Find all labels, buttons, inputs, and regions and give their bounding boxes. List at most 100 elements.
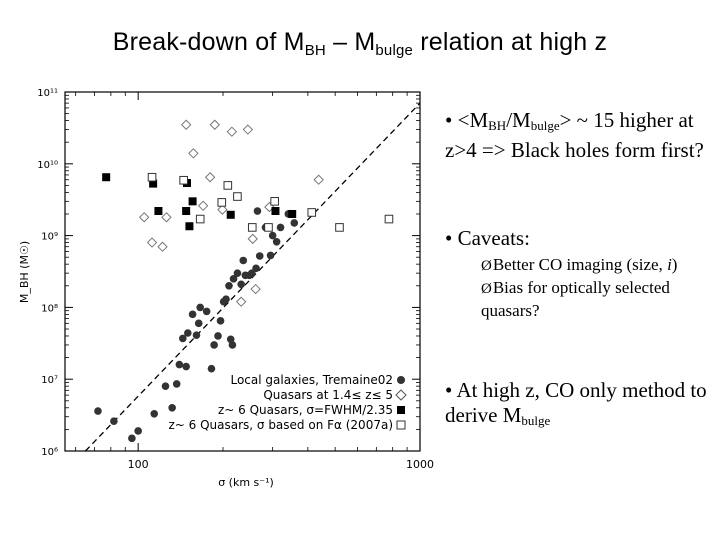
z6-quasar-open-square	[147, 172, 157, 182]
quasar-diamond-point	[161, 212, 172, 223]
local-galaxy-point	[239, 256, 248, 265]
local-galaxy-point	[229, 275, 238, 283]
z6-quasar-filled-square	[271, 207, 280, 216]
local-galaxy-point	[266, 251, 275, 260]
local-galaxy-point	[94, 407, 102, 415]
bullet-co-method: • At high z, CO only method to derive Mb…	[445, 378, 707, 428]
quasar-diamond-point	[138, 212, 150, 223]
z6-quasar-open-square	[223, 181, 233, 190]
bullet-mbh-ratio: • <MBH/Mbulge> ~ 15 higher at z>4 => Bla…	[445, 108, 704, 162]
bullet-caveats: • Caveats:	[445, 226, 530, 250]
legend-label-quasars: Quasars at 1.4≤ z≤ 5	[263, 388, 393, 402]
quasar-diamond-point	[250, 283, 261, 295]
local-galaxy-point	[210, 341, 218, 349]
legend-label-z6-co: z~ 6 Quasars, σ based on Fα (2007a)	[168, 418, 393, 432]
local-galaxy-point	[134, 427, 142, 435]
quasar-diamond-point	[217, 204, 228, 215]
legend-label-z6-fwhm: z~ 6 Quasars, σ=FWHM/2.35	[218, 403, 393, 417]
caveat-co-imaging: ØBetter CO imaging (size, i)	[481, 255, 678, 274]
y-tick-label: 10⁶	[41, 447, 58, 458]
quasar-diamond-point	[188, 148, 199, 159]
y-tick-label: 10⁷	[41, 375, 58, 386]
quasar-diamond-point	[157, 241, 168, 252]
local-galaxy-point	[272, 237, 281, 246]
z6-quasar-filled-square	[188, 197, 197, 206]
local-galaxy-point	[179, 334, 187, 343]
local-galaxy-point	[172, 380, 181, 388]
z6-quasar-open-square	[335, 223, 344, 232]
local-galaxy-point	[216, 317, 225, 325]
scatter-chart: 10⁶ 10⁷ 10⁸ 10⁹ 10¹⁰ 10¹¹ 100 1000 σ (km s⁻¹) M…	[18, 88, 434, 489]
x-tick-label: 1000	[406, 458, 434, 471]
local-galaxy-point	[252, 264, 260, 273]
local-galaxy-point	[290, 219, 299, 227]
local-galaxy-point	[128, 434, 136, 443]
fit-line	[84, 102, 421, 452]
x-tick-label: 100	[128, 458, 149, 471]
local-galaxy-point	[168, 403, 176, 412]
z6-quasar-filled-square	[102, 173, 111, 182]
quasar-diamond-point	[242, 124, 254, 135]
z6-quasar-open-square	[195, 214, 205, 224]
local-galaxy-point	[192, 331, 201, 340]
local-galaxy-point	[228, 341, 237, 349]
x-axis-title: σ (km s⁻¹)	[218, 476, 274, 489]
z6-quasar-open-square	[307, 208, 317, 217]
quasar-diamond-point	[235, 296, 247, 307]
legend-marker-local-galaxies	[397, 376, 405, 384]
y-tick-label: 10⁹	[41, 232, 58, 243]
local-galaxy-point	[276, 223, 285, 232]
z6-quasar-open-square	[384, 214, 394, 224]
quasar-diamond-point	[146, 237, 158, 248]
local-galaxy-point	[214, 332, 222, 340]
local-galaxy-point	[253, 207, 262, 215]
local-galaxy-point	[182, 362, 190, 371]
z6-quasar-open-square	[264, 223, 273, 232]
local-galaxy-point	[207, 364, 216, 373]
z6-quasar-filled-square	[226, 210, 235, 219]
quasar-diamond-point	[209, 119, 220, 130]
quasar-diamond-point	[247, 233, 258, 245]
caveat-bias: ØBias for optically selected quasars?	[481, 278, 670, 320]
arrow-bullet-icon: Ø	[481, 258, 492, 274]
local-galaxy-point	[233, 269, 242, 277]
z6-quasar-open-square	[270, 197, 279, 206]
z6-quasar-open-square	[233, 192, 242, 201]
caveat-list: ØBetter CO imaging (size, i) ØBias for o…	[481, 254, 711, 321]
legend: Local galaxies, Tremaine02 Quasars at 1.…	[168, 373, 407, 432]
legend-marker-z6-co	[396, 420, 406, 430]
local-galaxy-point	[222, 295, 230, 304]
local-galaxy-point	[237, 280, 245, 289]
local-galaxy-point	[150, 409, 159, 418]
y-axis-title: M_BH (M☉)	[18, 241, 31, 303]
local-galaxy-point	[202, 307, 211, 316]
z6-quasar-filled-square	[185, 222, 194, 231]
fit-line-layer	[84, 102, 421, 452]
y-tick-label: 10¹⁰	[37, 160, 58, 171]
local-galaxy-point	[255, 252, 264, 260]
quasar-diamond-point	[197, 200, 209, 212]
local-galaxy-point	[268, 231, 277, 240]
z6-quasar-filled-square	[154, 207, 163, 216]
legend-marker-z6-fwhm	[397, 406, 405, 414]
local-galaxy-point	[110, 417, 118, 426]
legend-marker-quasars	[395, 389, 407, 401]
arrow-bullet-icon: Ø	[481, 281, 492, 297]
marks-layer	[94, 119, 394, 443]
z6-quasar-open-square	[179, 175, 188, 185]
z6-quasar-filled-square	[149, 179, 158, 188]
quasar-diamond-point	[226, 126, 238, 137]
plot-frame	[64, 91, 421, 452]
legend-label-local-galaxies: Local galaxies, Tremaine02	[230, 373, 393, 387]
y-tick-label: 10⁸	[41, 303, 58, 314]
z6-quasar-open-square	[217, 198, 227, 207]
local-galaxy-point	[194, 319, 203, 328]
z6-quasar-filled-square	[182, 207, 191, 216]
ticks-layer: 10⁶ 10⁷ 10⁸ 10⁹ 10¹⁰ 10¹¹ 100 1000	[37, 88, 434, 471]
y-tick-label: 10¹¹	[37, 88, 58, 99]
local-galaxy-point	[188, 310, 197, 319]
quasar-diamond-point	[313, 174, 324, 185]
local-galaxy-point	[196, 303, 205, 312]
z6-quasar-filled-square	[288, 209, 297, 218]
local-galaxy-point	[184, 329, 192, 337]
